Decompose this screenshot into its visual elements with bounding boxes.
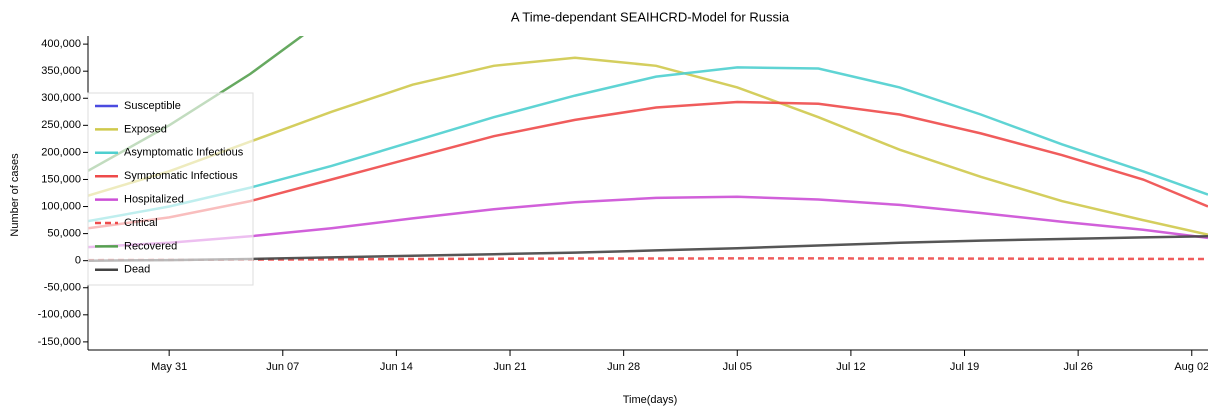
x-tick-label: Aug 02 <box>1174 361 1208 373</box>
y-tick-label: -150,000 <box>38 336 81 348</box>
series-line <box>88 56 1208 236</box>
legend <box>87 92 254 286</box>
y-tick-label: 0 <box>75 255 81 267</box>
series-line <box>88 235 1208 262</box>
x-tick-label: Jul 12 <box>836 361 865 373</box>
y-tick-label: 250,000 <box>41 119 81 131</box>
x-tick-label: Jul 05 <box>723 361 752 373</box>
series-line <box>88 195 1208 249</box>
y-tick-label: 400,000 <box>41 38 81 50</box>
y-tick-label: -100,000 <box>38 309 81 321</box>
legend-label: Asymptomatic Infectious <box>124 147 244 159</box>
chart-title: A Time-dependant SEAIHCRD-Model for Russ… <box>511 9 790 24</box>
series-line <box>88 66 1208 223</box>
x-tick-label: Jun 07 <box>266 361 299 373</box>
x-tick-label: Jul 19 <box>950 361 979 373</box>
legend-label: Recovered <box>124 240 177 252</box>
legend-label: Critical <box>124 217 158 229</box>
x-axis-label: Time(days) <box>623 394 678 406</box>
x-tick-label: Jun 14 <box>380 361 413 373</box>
x-tick-label: Jul 26 <box>1063 361 1092 373</box>
legend-label: Susceptible <box>124 100 181 112</box>
y-tick-label: 50,000 <box>47 228 81 240</box>
y-tick-label: 200,000 <box>41 146 81 158</box>
x-tick-label: May 31 <box>151 361 187 373</box>
legend-label: Symptomatic Infectious <box>124 170 238 182</box>
y-tick-label: 100,000 <box>41 200 81 212</box>
y-tick-label: 350,000 <box>41 65 81 77</box>
series-line <box>88 100 1208 230</box>
x-tick-label: Jun 21 <box>494 361 527 373</box>
y-tick-label: 300,000 <box>41 92 81 104</box>
y-tick-label: 150,000 <box>41 173 81 185</box>
plot-area <box>88 36 1208 262</box>
legend-label: Hospitalized <box>124 194 184 206</box>
legend-label: Exposed <box>124 123 167 135</box>
y-tick-label: -50,000 <box>44 282 81 294</box>
x-tick-label: Jun 28 <box>607 361 640 373</box>
legend-label: Dead <box>124 264 150 276</box>
y-axis-label: Number of cases <box>9 153 21 237</box>
